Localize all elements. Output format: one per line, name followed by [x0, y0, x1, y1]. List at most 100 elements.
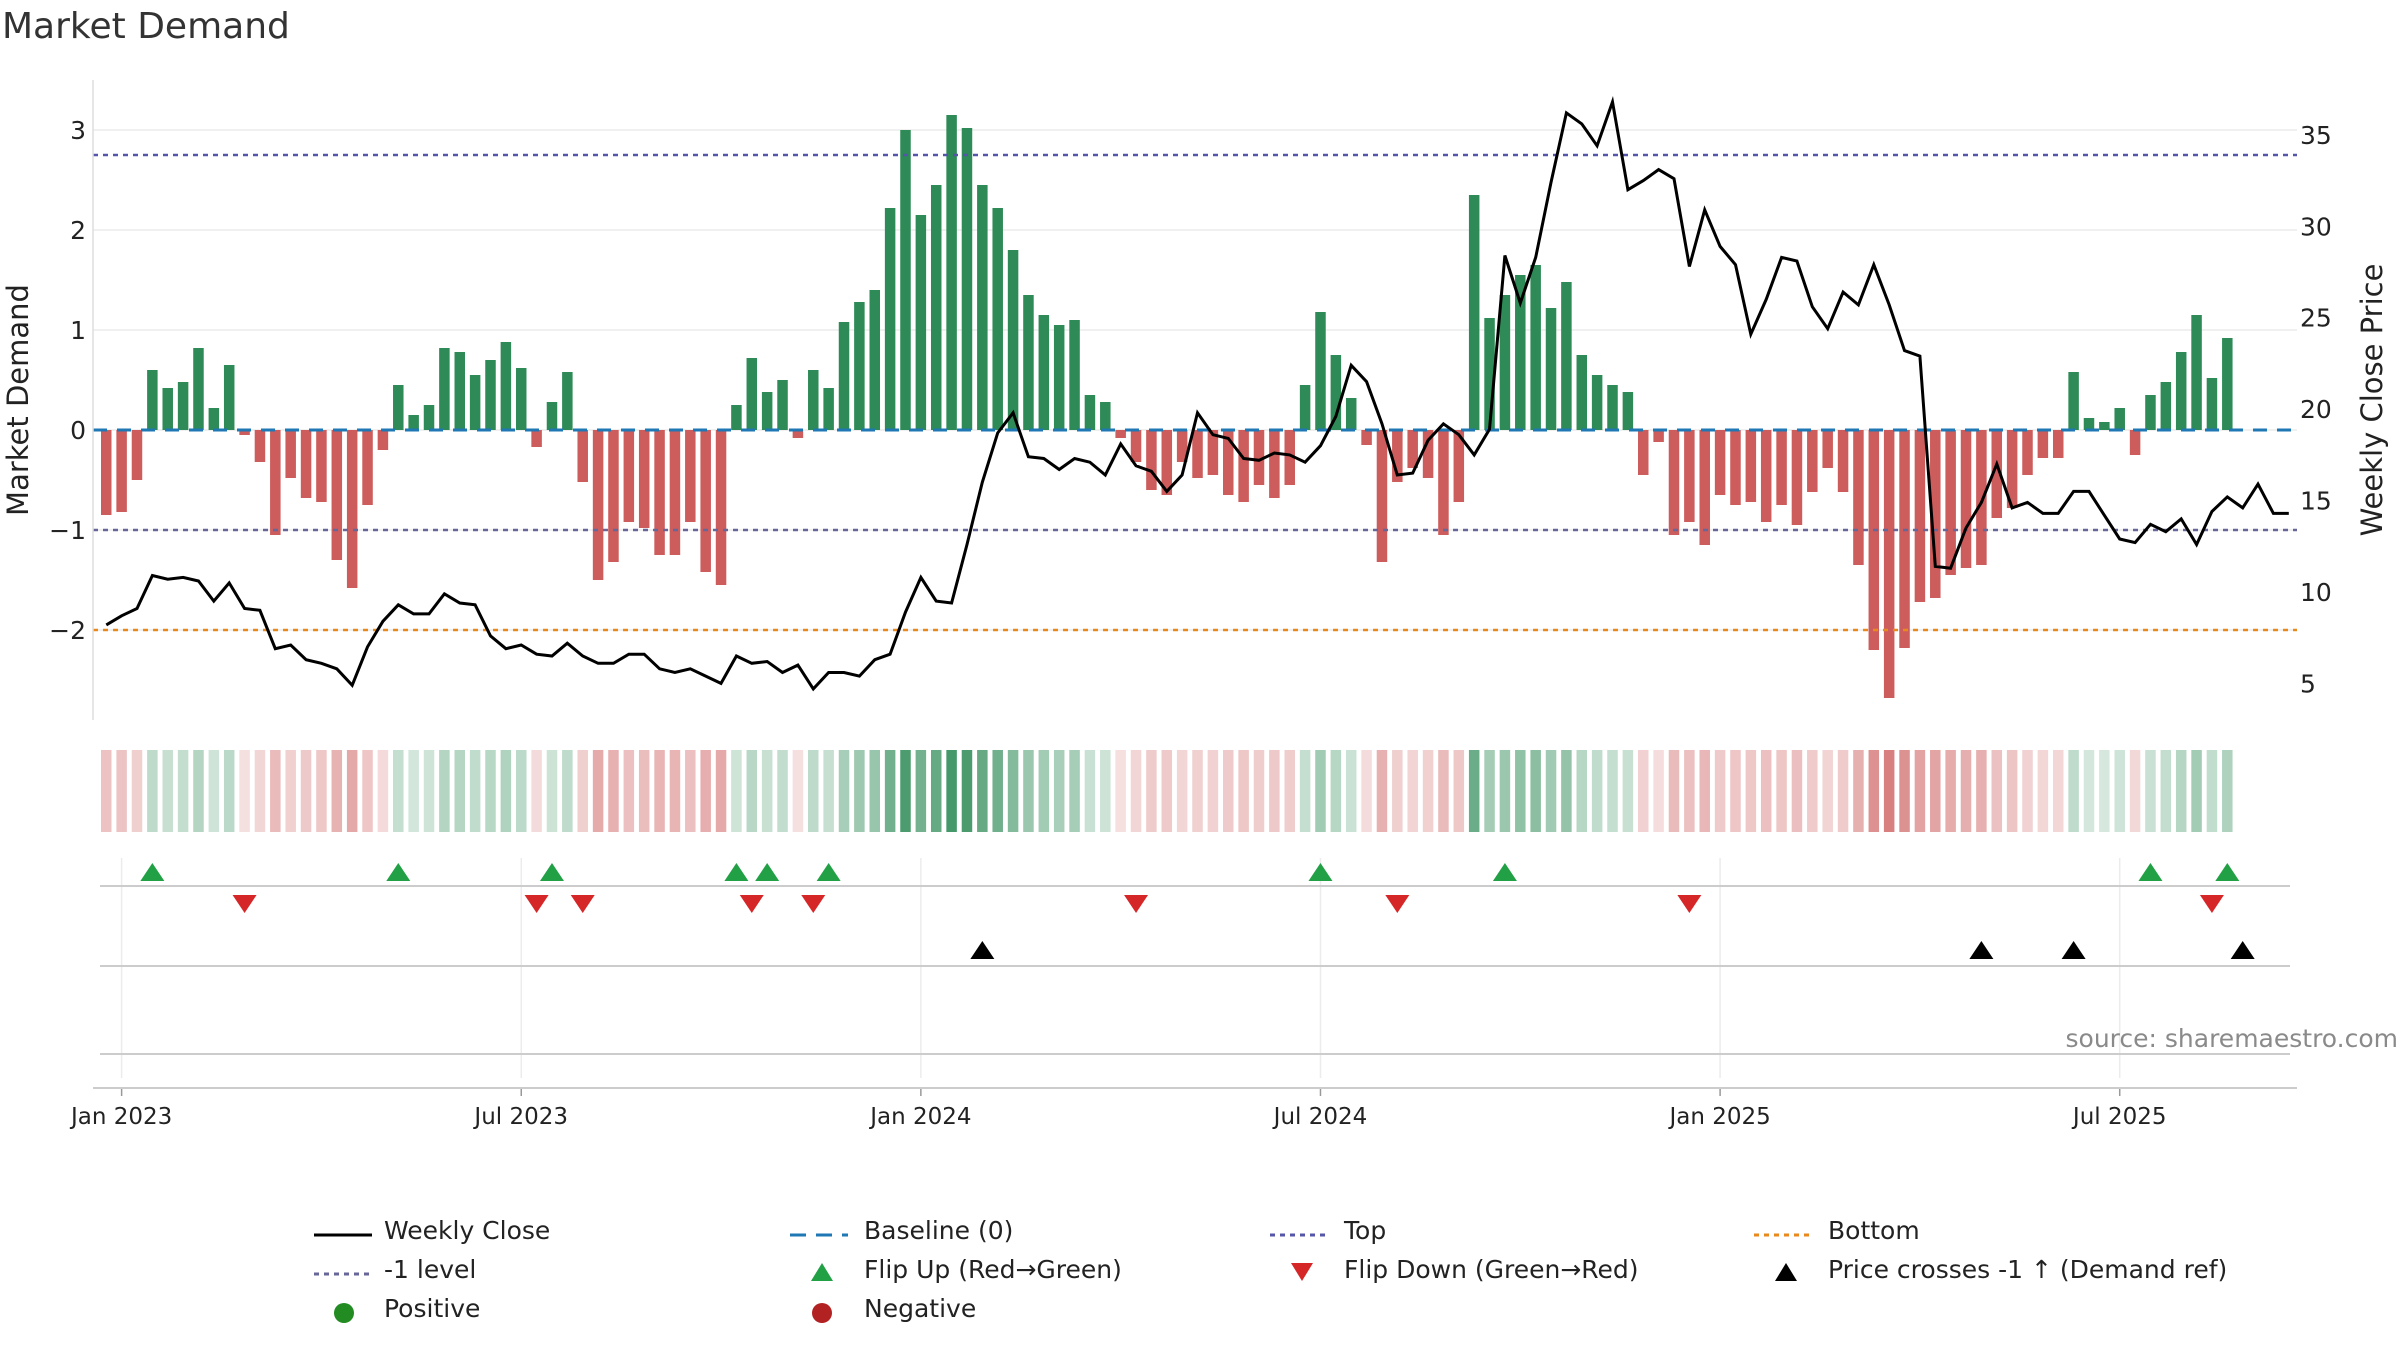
demand-bar-negative [1730, 430, 1741, 505]
demand-bar-negative [2006, 430, 2018, 508]
signal-markers [140, 863, 2255, 959]
flip-down-marker [1385, 895, 1410, 913]
demand-bar-negative [2022, 430, 2033, 475]
heat-cell [1484, 750, 1495, 832]
flip-down-marker [232, 895, 257, 913]
heat-cell [1146, 750, 1157, 832]
heat-cell [362, 750, 373, 832]
heat-cell [116, 750, 127, 832]
heat-cell [1299, 750, 1311, 832]
demand-bar-positive [1330, 355, 1342, 430]
heat-cell [1930, 750, 1941, 832]
flip-down-marker [801, 895, 826, 913]
heat-cell [562, 750, 573, 832]
heat-cell [1760, 750, 1772, 832]
demand-bar-positive [562, 372, 573, 430]
heat-cell [1238, 750, 1249, 832]
demand-bar-positive [393, 385, 404, 430]
heat-cell [992, 750, 1003, 832]
heat-cell [2145, 750, 2156, 832]
heat-cell [1545, 750, 1557, 832]
left-tick-label: −2 [49, 616, 86, 645]
demand-bar-positive [1545, 308, 1557, 430]
heat-cell [1053, 750, 1065, 832]
heat-cell [838, 750, 850, 832]
legend-negative: Negative [864, 1294, 977, 1323]
demand-bar-negative [1223, 430, 1234, 495]
heat-cell [746, 750, 758, 832]
grid-lines [93, 129, 2297, 1078]
heat-cell [131, 750, 143, 832]
demand-bar-negative [1868, 430, 1880, 650]
x-tick-label: Jul 2025 [2071, 1104, 2167, 1130]
demand-bar-positive [208, 408, 220, 430]
heat-cell [2083, 750, 2095, 832]
heat-cell [1607, 750, 1618, 832]
heat-cell [1730, 750, 1741, 832]
demand-bar-positive [992, 208, 1003, 430]
flip-down-marker [739, 895, 764, 913]
heat-cell [1438, 750, 1449, 832]
heat-cell [1192, 750, 1203, 832]
heat-cell [346, 750, 358, 832]
heat-cell [1776, 750, 1787, 832]
heat-cell [2099, 750, 2110, 832]
demand-bar-positive [746, 358, 758, 430]
price-cross-marker [1969, 941, 1994, 959]
heat-cell [2206, 750, 2218, 832]
heat-cell [177, 750, 189, 832]
heat-cell [1161, 750, 1173, 832]
demand-bar-negative [1914, 430, 1926, 602]
demand-bar-negative [101, 430, 112, 515]
demand-bar-negative [1960, 430, 1972, 568]
demand-bar-positive [439, 348, 450, 430]
demand-bar-negative [1392, 430, 1403, 482]
demand-bar-positive [223, 365, 235, 430]
heat-cell [823, 750, 834, 832]
demand-bar-positive [2206, 378, 2218, 430]
price-cross-marker [2230, 941, 2255, 959]
demand-bar-positive [454, 352, 466, 430]
heat-cell [1561, 750, 1572, 832]
demand-bar-positive [731, 405, 742, 430]
demand-bar-negative [254, 430, 266, 462]
demand-bar-negative [1161, 430, 1173, 495]
heat-cell [1914, 750, 1926, 832]
demand-bar-positive [761, 392, 773, 430]
demand-bar-negative [577, 430, 588, 482]
demand-bar-negative [531, 430, 542, 447]
demand-bar-negative [1176, 430, 1188, 462]
demand-bar-positive [515, 368, 527, 430]
demand-bar-positive [1622, 392, 1634, 430]
demand-bar-positive [423, 405, 435, 430]
demand-bar-negative [1853, 430, 1864, 565]
demand-bar-negative [638, 430, 650, 528]
heat-cell [1269, 750, 1280, 832]
legend-bottom: Bottom [1828, 1216, 1920, 1245]
demand-bar-positive [1023, 295, 1034, 430]
heat-cell [1714, 750, 1726, 832]
flip-up-marker [386, 863, 411, 881]
heat-cell [208, 750, 220, 832]
heat-cell [2068, 750, 2079, 832]
demand-bar-positive [900, 130, 911, 430]
demand-bar-positive [915, 215, 927, 430]
demand-bar-positive [1607, 385, 1618, 430]
heat-cell [408, 750, 419, 832]
demand-heat-strip [101, 750, 2233, 832]
heat-cell [2022, 750, 2033, 832]
demand-bar-negative [1376, 430, 1388, 562]
demand-bar-negative [1668, 430, 1680, 535]
demand-bar-negative [608, 430, 619, 562]
legend-bottom-swatch [1754, 1233, 1812, 1237]
demand-bar-negative [116, 430, 127, 512]
heat-cell [531, 750, 542, 832]
legend-positive: Positive [384, 1294, 481, 1323]
demand-bar-positive [485, 360, 496, 430]
demand-bar-positive [469, 375, 481, 430]
heat-cell [2114, 750, 2125, 832]
demand-bar-positive [2083, 418, 2095, 430]
right-tick-label: 30 [2300, 212, 2332, 241]
left-tick-label: 1 [70, 316, 86, 345]
heat-cell [147, 750, 158, 832]
